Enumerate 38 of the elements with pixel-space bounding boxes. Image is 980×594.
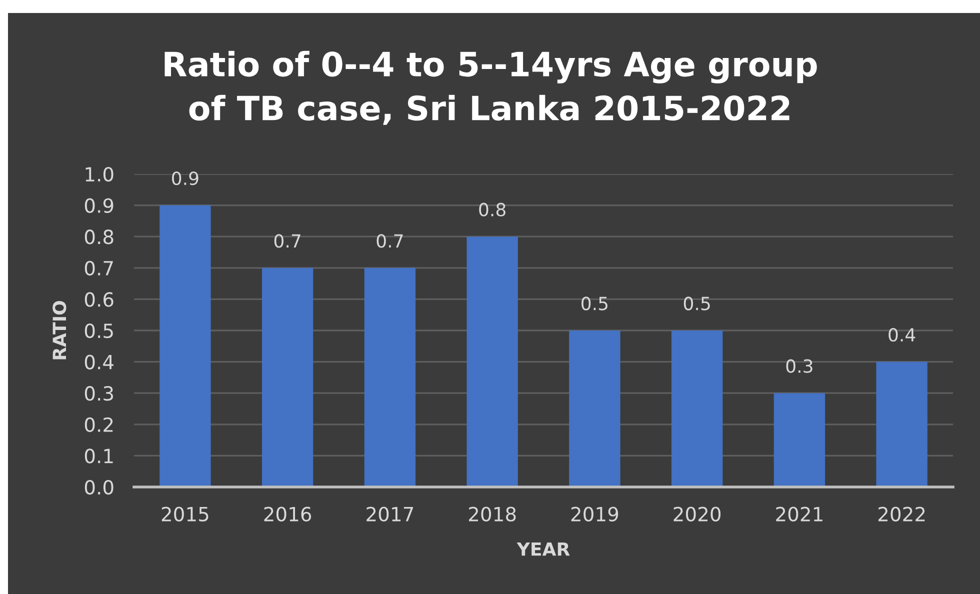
x-tick-label: 2020 <box>674 506 721 522</box>
y-tick-label: 0.7 <box>84 260 113 276</box>
x-tick-label: 2018 <box>468 506 516 522</box>
y-axis-title: RATIO <box>52 300 66 360</box>
x-tick-label: 2016 <box>264 506 312 522</box>
bar <box>364 268 416 487</box>
data-label: 0.8 <box>479 202 506 216</box>
bar <box>671 330 723 487</box>
x-tick-label: 2019 <box>571 506 618 522</box>
y-tick-label: 0.3 <box>84 386 113 401</box>
bar <box>160 205 211 487</box>
data-label: 0.4 <box>888 328 916 342</box>
y-tick-label: 0.1 <box>84 448 113 464</box>
data-label: 0.7 <box>274 234 300 248</box>
y-tick-label: 0.5 <box>84 323 113 338</box>
x-tick-label: 2015 <box>162 506 208 522</box>
chart-title: Ratio of 0--4 to 5--14yrs Age group of TB case, Sri Lanka 2015-2022 <box>164 50 817 125</box>
y-tick-label: 0.4 <box>84 354 114 370</box>
x-tick-label: 2017 <box>366 506 414 522</box>
x-axis-title: YEAR <box>516 542 570 556</box>
y-tick-label: 0.9 <box>84 198 114 213</box>
y-tick-label: 0.8 <box>84 230 114 244</box>
data-label: 0.3 <box>786 359 812 373</box>
x-tick-label: 2022 <box>878 506 925 522</box>
data-label: 0.9 <box>172 171 198 186</box>
data-label: 0.7 <box>376 234 403 248</box>
bar <box>569 330 620 487</box>
y-tick-label: 1.0 <box>86 166 114 182</box>
x-tick-label: 2021 <box>776 506 822 522</box>
y-tick-label: 0.2 <box>84 417 113 432</box>
bar <box>466 236 518 487</box>
data-label: 0.5 <box>582 296 608 310</box>
bar <box>262 268 314 487</box>
bar <box>876 362 928 487</box>
y-tick-label: 0.0 <box>84 480 114 495</box>
y-tick-label: 0.6 <box>84 292 114 307</box>
data-label: 0.5 <box>684 296 710 310</box>
bar <box>774 393 826 487</box>
